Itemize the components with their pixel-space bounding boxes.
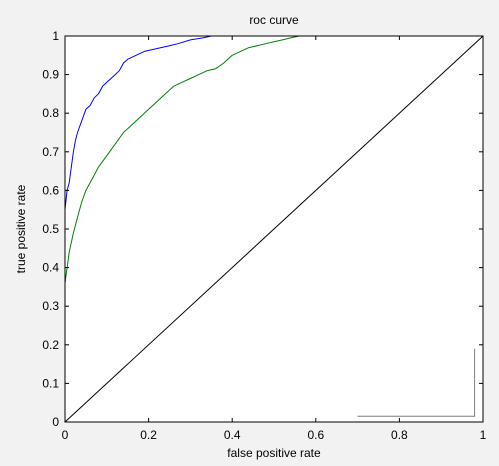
y-tick-label: 0.1 xyxy=(42,376,59,390)
series-line-1 xyxy=(64,35,241,233)
x-tick-label: 0 xyxy=(62,428,69,442)
y-tick-label: 0.9 xyxy=(42,68,59,82)
chart-title: roc curve xyxy=(249,13,299,27)
y-tick-label: 0.5 xyxy=(42,222,59,236)
series-line-3 xyxy=(64,35,484,423)
series-layer xyxy=(64,35,484,423)
y-tick-label: 0.6 xyxy=(42,183,59,197)
y-tick-label: 0.3 xyxy=(42,299,59,313)
y-tick-label: 1 xyxy=(52,29,59,43)
y-tick-label: 0.2 xyxy=(42,338,59,352)
y-tick-label: 0.7 xyxy=(42,145,59,159)
y-tick-label: 0.4 xyxy=(42,261,59,275)
x-tick-label: 1 xyxy=(480,428,487,442)
x-axis-label: false positive rate xyxy=(227,446,321,460)
x-tick-label: 0.2 xyxy=(140,428,157,442)
x-tick-label: 0.6 xyxy=(307,428,324,442)
annotation-line-1 xyxy=(357,348,476,417)
y-tick-label: 0 xyxy=(52,415,59,429)
y-ticks: 0 0.1 0.2 0.3 0.4 0.5 0.6 0.7 0.8 0.9 1 xyxy=(42,29,483,429)
y-tick-label: 0.8 xyxy=(42,106,59,120)
x-tick-label: 0.8 xyxy=(391,428,408,442)
y-axis-label: true positive rate xyxy=(14,184,28,273)
x-tick-label: 0.4 xyxy=(224,428,241,442)
series-line-2 xyxy=(64,35,304,284)
x-ticks: 0 0.2 0.4 0.6 0.8 1 xyxy=(62,36,487,442)
